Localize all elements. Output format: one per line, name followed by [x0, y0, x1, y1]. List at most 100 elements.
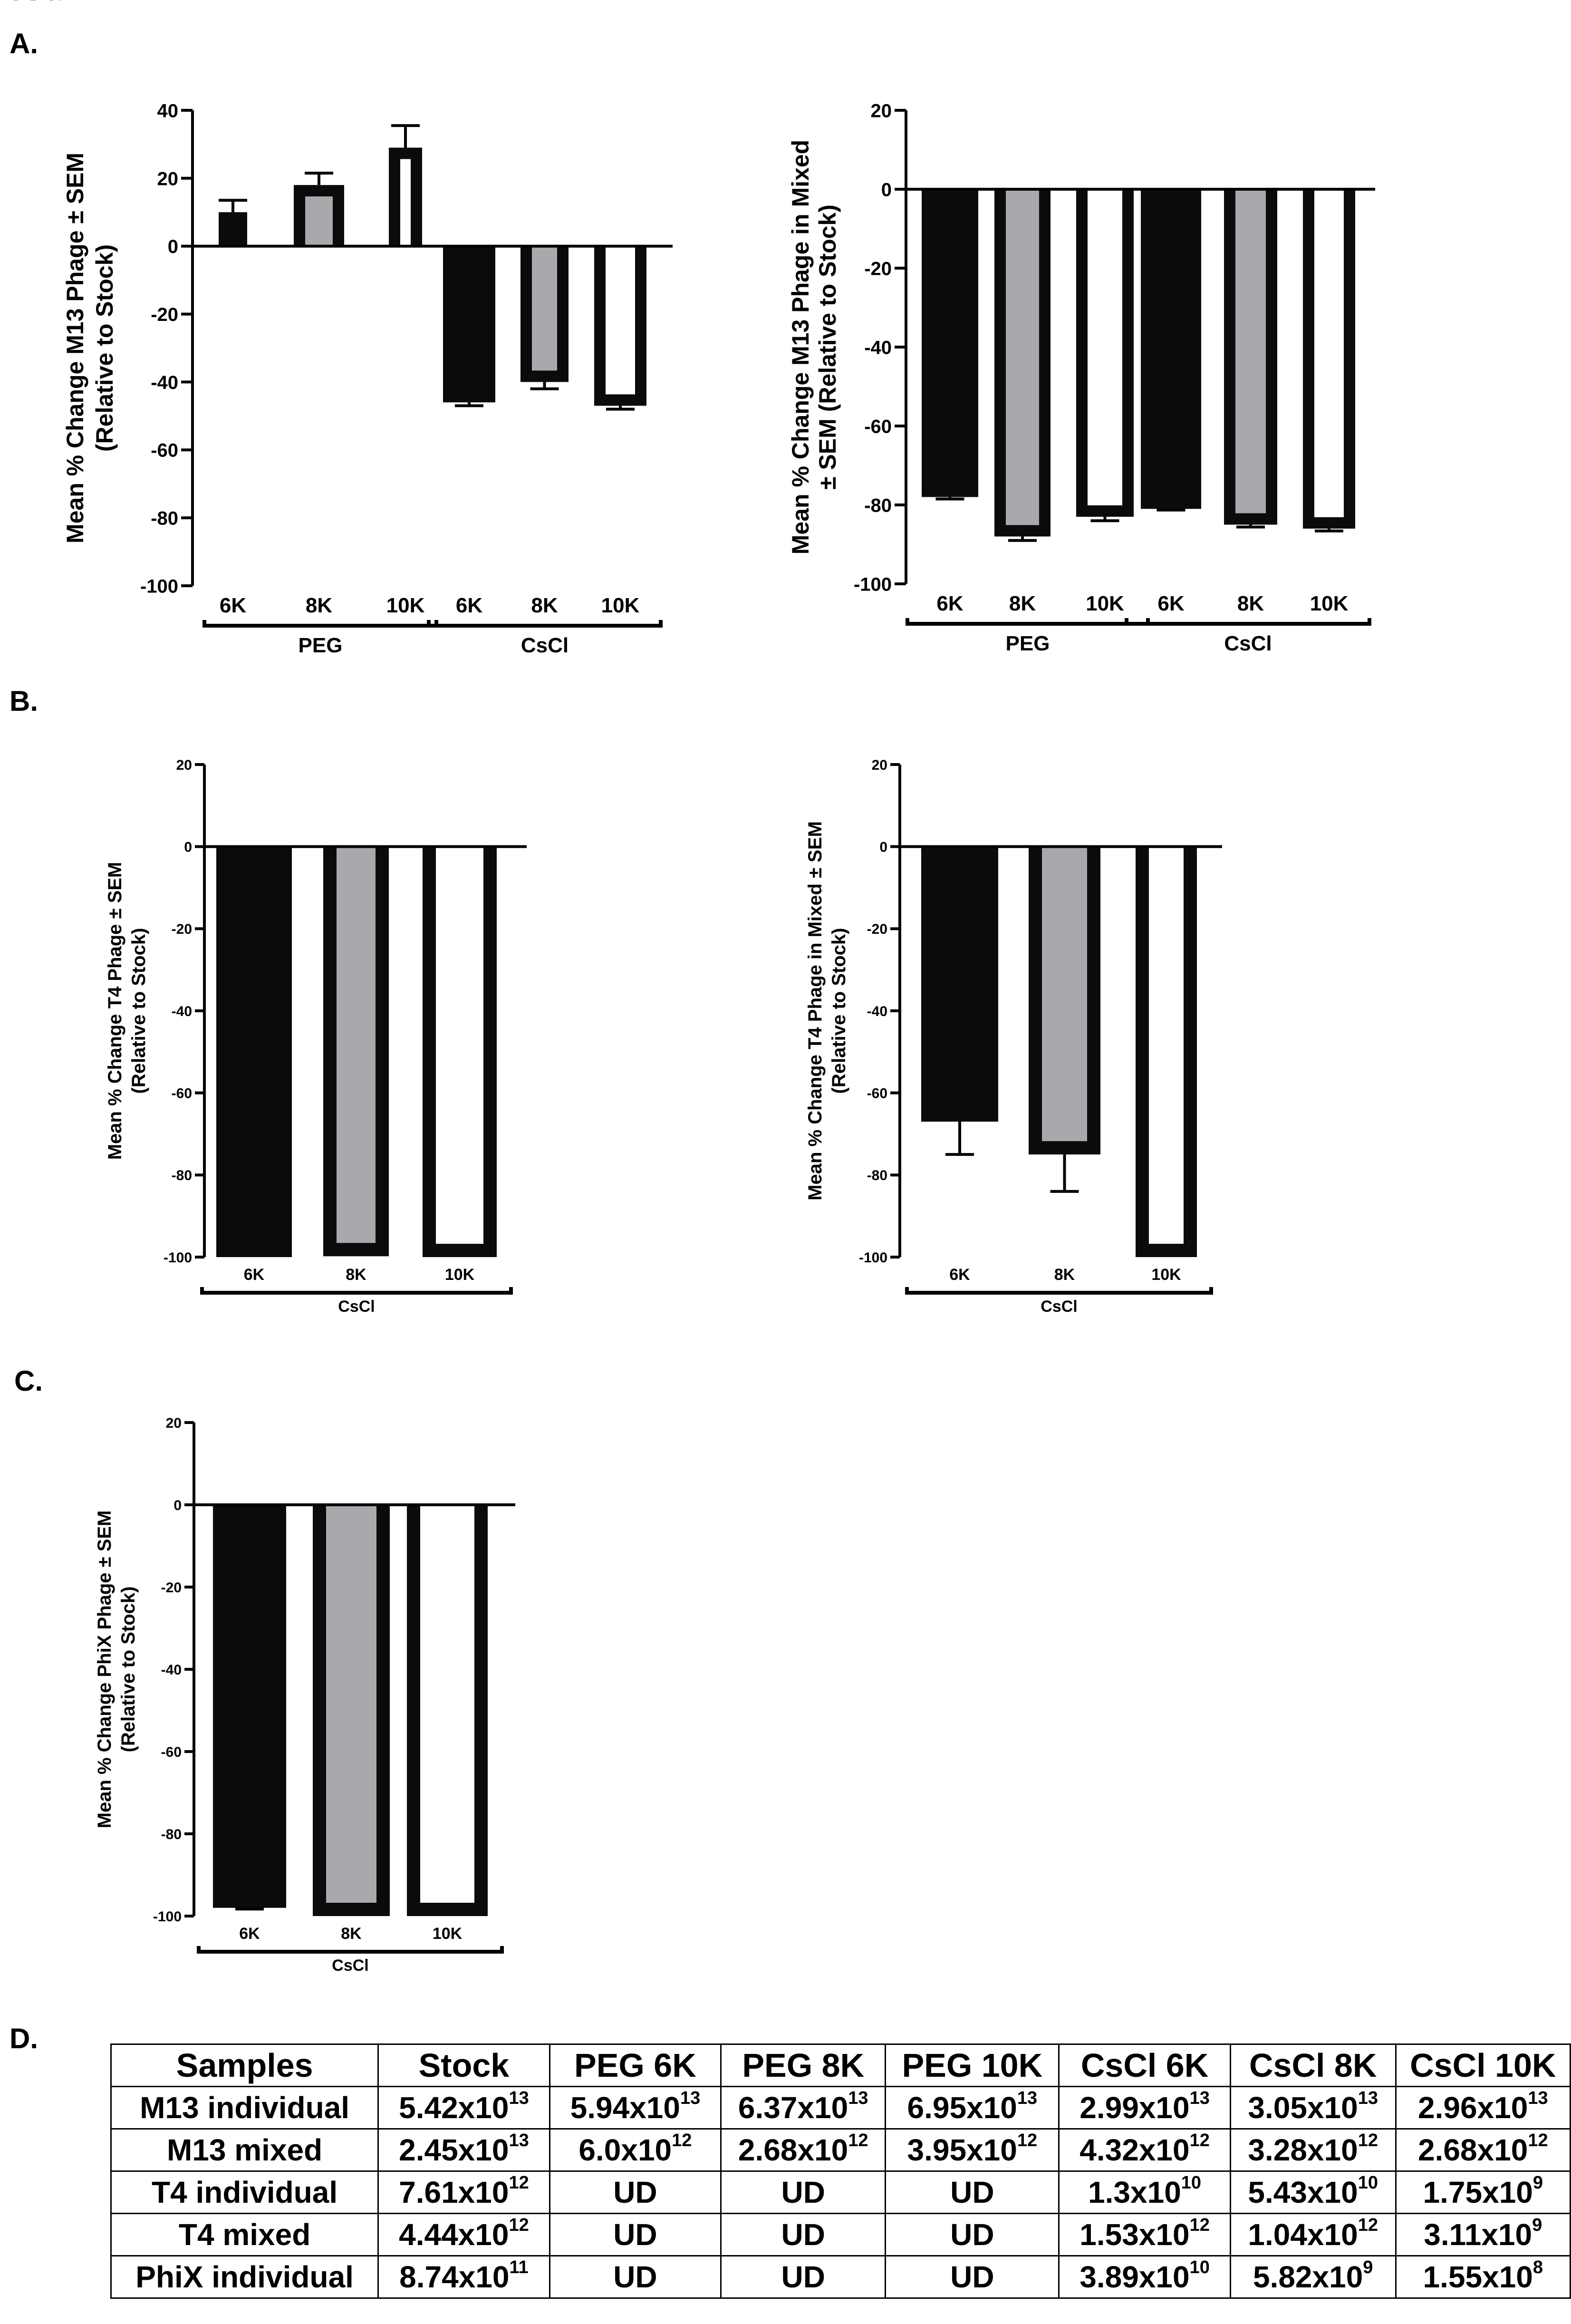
table-cell: 2.68x1012: [1395, 2128, 1571, 2172]
panel-label-a: A.: [10, 28, 38, 59]
group-label: CsCl: [332, 1956, 368, 1975]
table-cell: 3.05x1013: [1229, 2086, 1397, 2130]
bar: [213, 1505, 286, 1908]
row-header: M13 individual: [110, 2086, 379, 2130]
x-tick-label: 8K: [1237, 592, 1264, 615]
y-tick-label: 20: [176, 757, 192, 773]
y-tick-label: -40: [151, 372, 178, 393]
table-cell: 5.43x1010: [1229, 2170, 1397, 2214]
chart-title: Individual: [0, 0, 71, 7]
y-tick-label: 0: [184, 839, 192, 855]
table-cell: 5.94x1013: [549, 2086, 722, 2130]
exponent: 12: [1528, 2130, 1548, 2150]
table-cell: 6.37x1013: [720, 2086, 887, 2130]
table-row: PhiX individual 8.74x1011 UD UD UD 3.89x1010 5…: [110, 2255, 1571, 2299]
bar-fill: [1314, 189, 1344, 517]
x-tick-label: 10K: [601, 594, 640, 617]
exponent: 12: [1358, 2215, 1378, 2235]
x-tick-label: 8K: [341, 1925, 362, 1943]
table-cell: UD: [720, 2170, 887, 2214]
bar-fill: [1235, 189, 1266, 513]
bar-fill: [337, 846, 376, 1243]
table-cell: UD: [549, 2255, 722, 2299]
x-tick-label: 6K: [1157, 592, 1184, 615]
table-cell: 5.42x1013: [377, 2086, 550, 2130]
table-cell: 1.04x1012: [1229, 2213, 1397, 2256]
y-tick-label: -60: [151, 440, 178, 461]
exponent: 13: [1528, 2088, 1548, 2108]
column-header: CsCl 8K: [1229, 2043, 1397, 2087]
y-tick-label: -100: [859, 1250, 887, 1266]
table-cell: 2.68x1012: [720, 2128, 887, 2172]
row-header: PhiX individual: [110, 2255, 379, 2299]
x-tick-label: 10K: [1310, 592, 1349, 615]
y-axis-label: (Relative to Stock): [829, 928, 849, 1094]
bar: [1141, 189, 1201, 509]
x-tick-label: 10K: [445, 1266, 475, 1284]
table-header-row: Samples Stock PEG 6K PEG 8K PEG 10K CsCl 6K Cs…: [110, 2043, 1571, 2087]
panel-label-c: C.: [14, 1365, 43, 1397]
y-tick-label: 20: [872, 757, 887, 773]
bar: [443, 246, 495, 403]
table-row: T4 mixed 4.44x1012 UD UD UD 1.53x1012 1.04x101…: [110, 2213, 1571, 2256]
table-cell: 4.44x1012: [377, 2213, 550, 2256]
y-tick-label: 0: [173, 1498, 182, 1513]
group-bracket: [905, 1287, 1213, 1295]
y-axis-label: Mean % Change PhiX Phage ± SEM: [94, 1511, 115, 1829]
table-cell: 6.0x1012: [549, 2128, 722, 2172]
y-tick-label: 20: [871, 100, 892, 121]
table-cell: UD: [885, 2255, 1060, 2299]
table-cell: 7.61x1012: [377, 2170, 550, 2214]
x-tick-label: 8K: [346, 1266, 366, 1284]
exponent: 9: [1532, 2173, 1543, 2193]
bar-fill: [606, 246, 635, 395]
chart-A-individual: Individual Mean % Change M13 Phage ± SEM(…: [0, 0, 673, 657]
exponent: 9: [1532, 2215, 1542, 2235]
exponent: 13: [1189, 2088, 1210, 2108]
table-cell: 1.53x1012: [1058, 2213, 1231, 2256]
bar: [216, 846, 292, 1257]
y-axis-label: Mean % Change M13 Phage in Mixed: [787, 140, 814, 554]
y-tick-label: -80: [867, 1168, 887, 1183]
y-tick-label: 0: [168, 236, 178, 257]
chart-B-mixed: Mixed Mean % Change T4 Phage in Mixed ± S…: [0, 0, 1222, 1316]
panel-label-d: D.: [10, 2023, 38, 2054]
y-axis-label: (Relative to Stock): [128, 928, 149, 1094]
table-cell: UD: [720, 2255, 887, 2299]
y-tick-label: 0: [879, 839, 887, 855]
y-tick-label: -100: [153, 1909, 182, 1925]
y-tick-label: -20: [172, 921, 192, 937]
exponent: 8: [1532, 2257, 1543, 2277]
x-tick-label: 8K: [1009, 592, 1036, 615]
exponent: 10: [1358, 2173, 1378, 2193]
column-header: Samples: [110, 2043, 379, 2087]
exponent: 10: [1189, 2257, 1210, 2277]
y-tick-label: -60: [172, 1085, 192, 1101]
y-tick-label: -80: [864, 495, 892, 516]
group-bracket: [427, 620, 663, 628]
x-tick-label: 6K: [220, 594, 246, 617]
exponent: 13: [509, 2130, 529, 2150]
x-tick-label: 8K: [1054, 1266, 1075, 1284]
bar-fill: [1006, 189, 1039, 525]
bar-fill: [305, 196, 333, 246]
exponent: 12: [1358, 2130, 1378, 2150]
exponent: 12: [509, 2215, 529, 2235]
bar-fill: [1042, 846, 1087, 1142]
table-cell: 4.32x1012: [1058, 2128, 1231, 2172]
x-tick-label: 8K: [306, 594, 332, 617]
exponent: 12: [1189, 2215, 1210, 2235]
table-body: M13 individual 5.42x1013 5.94x1013 6.37x101…: [110, 2086, 1571, 2299]
y-tick-label: -80: [151, 508, 178, 529]
bar-fill: [436, 846, 483, 1244]
table-cell: UD: [720, 2213, 887, 2256]
group-label: PEG: [299, 634, 343, 657]
y-tick-label: -100: [164, 1250, 192, 1266]
x-tick-label: 10K: [433, 1925, 463, 1943]
table-cell: 2.99x1013: [1058, 2086, 1231, 2130]
table-row: M13 mixed 2.45x1013 6.0x1012 2.68x1012 3.95x…: [110, 2128, 1571, 2172]
table-cell: 2.96x1013: [1395, 2086, 1571, 2130]
group-label: CsCl: [338, 1298, 375, 1316]
row-header: T4 individual: [110, 2170, 379, 2214]
